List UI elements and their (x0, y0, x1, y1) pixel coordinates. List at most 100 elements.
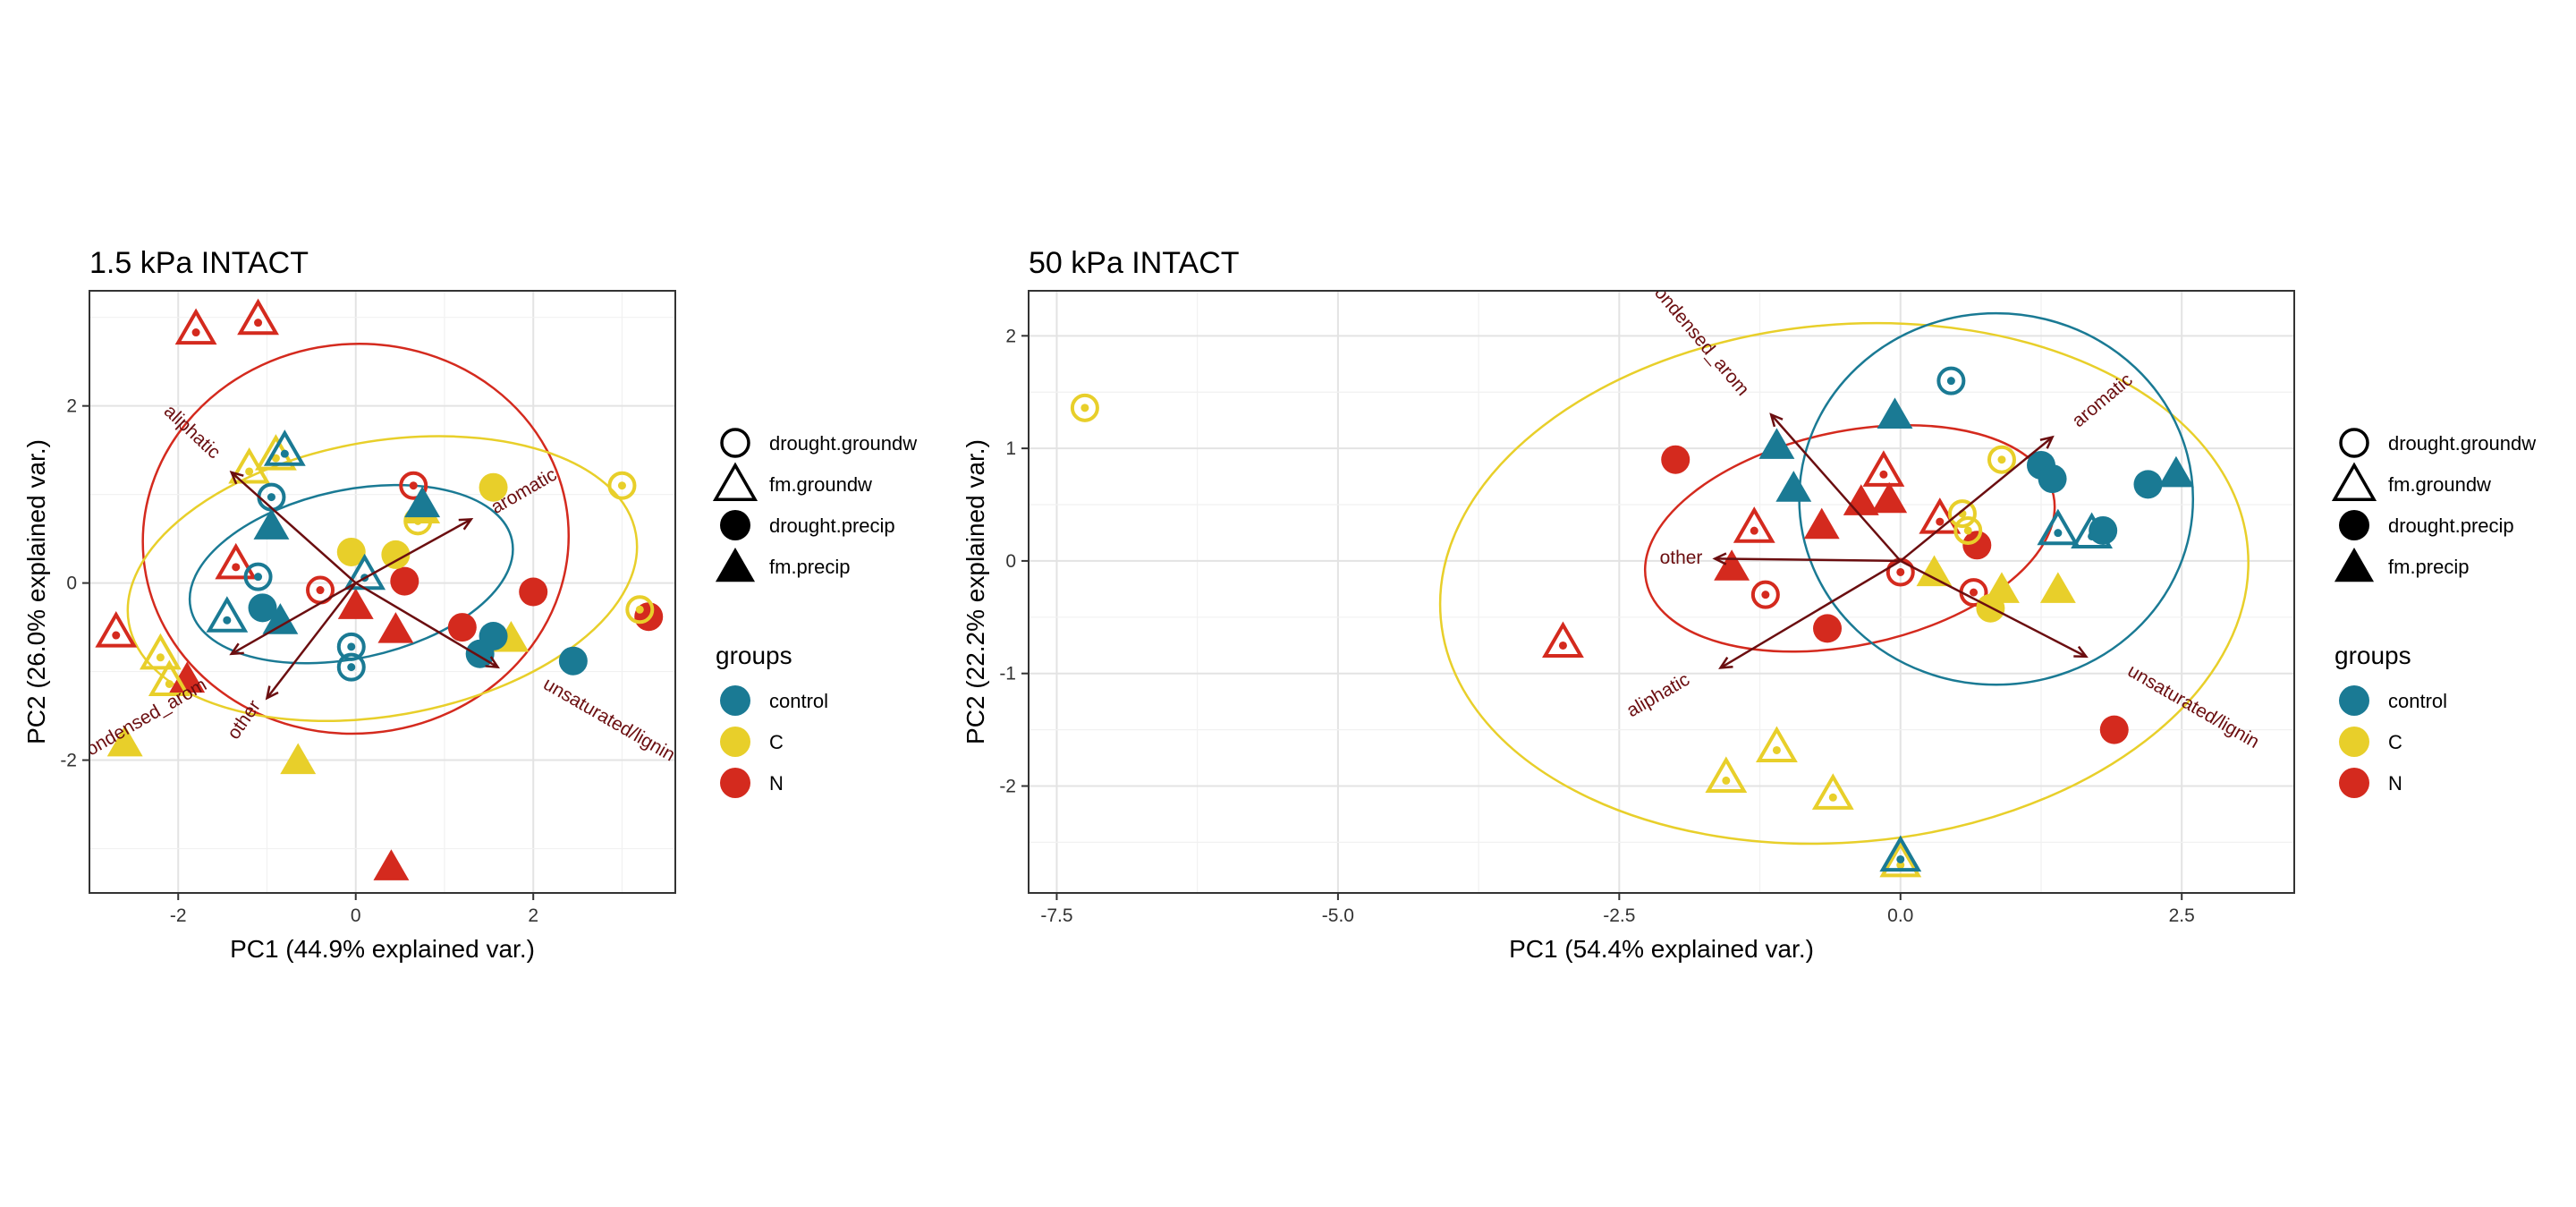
loading-label: other (1660, 548, 1703, 568)
data-point (2037, 508, 2080, 546)
marker-center-dot (191, 328, 200, 337)
data-point (106, 725, 143, 757)
data-point (390, 566, 419, 596)
data-point (1987, 445, 2016, 474)
loading-arrow (1712, 552, 1901, 565)
arrow-head (265, 685, 279, 701)
arrow-shaft (1899, 436, 2054, 562)
data-point (280, 743, 317, 775)
legend-shape-key (2339, 428, 2369, 458)
data-point (1542, 621, 1584, 659)
data-point (377, 612, 414, 643)
data-point (2157, 455, 2194, 488)
data-point (228, 446, 271, 484)
data-point (1803, 507, 1840, 540)
legend-shape-label: fm.precip (769, 556, 850, 578)
arrow-shaft (355, 518, 472, 584)
legend-shape-key (720, 428, 750, 458)
legend-group-key (720, 727, 750, 757)
data-point (1705, 756, 1748, 794)
data-point (336, 537, 366, 566)
marker-center-dot (635, 605, 644, 614)
legend-group-label: C (769, 731, 784, 753)
data-point (1750, 580, 1780, 609)
data-point (174, 308, 217, 345)
data-point (95, 611, 138, 648)
marker-outline (206, 596, 249, 633)
legend-shape-key (720, 510, 750, 540)
marker-center-dot (1997, 455, 2006, 464)
arrow-head (229, 642, 244, 656)
x-axis-title: PC1 (54.4% explained var.) (1509, 935, 1814, 963)
data-point (479, 621, 508, 650)
legend-shape-key (2339, 510, 2369, 540)
marker-center-dot (267, 493, 275, 502)
marker-ring (1953, 515, 1983, 545)
data-point (262, 603, 299, 634)
marker-outline (1733, 506, 1775, 543)
panel-border (89, 290, 676, 894)
x-axis: -2 0 2 (170, 893, 538, 926)
marker-ring (399, 471, 428, 500)
marker-center-dot (2088, 531, 2097, 540)
legend-shape-label: drought.groundw (2388, 432, 2536, 455)
marker-ring (1070, 393, 1099, 422)
grid-lines (1029, 291, 2294, 893)
loading-arrow (355, 582, 500, 669)
y-tick-label: 1 (1005, 438, 1016, 459)
data-point (447, 613, 477, 642)
x-tick-label: 0.0 (1887, 905, 1913, 926)
marker-center-dot (1946, 377, 1955, 386)
data-point (373, 849, 410, 880)
group-ellipse-control (188, 483, 514, 665)
marker-center-dot (409, 481, 418, 490)
group-ellipse-N (141, 342, 571, 735)
marker-center-dot (271, 454, 280, 463)
arrow-head (1712, 552, 1727, 565)
x-tick-label: 2 (528, 905, 538, 926)
marker-outline (215, 542, 258, 580)
x-tick-label: -2 (170, 905, 187, 926)
x-axis: -7.5 -5.0 -2.5 0.0 2.5 (1040, 893, 2195, 926)
marker-center-dot (112, 631, 121, 640)
marker-outline (2037, 508, 2080, 546)
panel-border (1028, 290, 2295, 894)
legend: drought.groundw fm.groundw drought.precip f… (2331, 428, 2536, 798)
marker-outline (1879, 840, 1922, 878)
marker-center-dot (1896, 567, 1905, 576)
chart-panel-1: aliphaticaromaticunsaturated/ligninconde… (22, 246, 917, 963)
data-point (479, 472, 508, 502)
marker-center-dot (223, 616, 232, 625)
data-point (2039, 572, 2076, 603)
data-point (399, 471, 428, 500)
marker-outline (1862, 450, 1905, 487)
y-tick-label: 0 (1005, 551, 1016, 572)
data-point (248, 593, 277, 623)
marker-ring (336, 632, 366, 661)
legend-group-label: N (2388, 772, 2402, 795)
y-axis-title: PC2 (22.2% explained var.) (962, 439, 989, 744)
marker-center-dot (245, 467, 254, 476)
x-tick-label: -7.5 (1040, 905, 1072, 926)
chart-title: 1.5 kPa INTACT (89, 246, 309, 280)
y-axis: -2 0 2 (60, 396, 89, 771)
marker-center-dot (1879, 470, 1888, 479)
legend-shape-label: fm.groundw (2388, 473, 2491, 496)
arrow-shaft (1715, 557, 1901, 563)
data-point (1871, 481, 1908, 514)
data-point (253, 508, 290, 540)
data-point (2099, 715, 2129, 744)
data-point (1733, 506, 1775, 543)
data-point (169, 661, 206, 693)
marker-ring (1987, 445, 2016, 474)
data-point (1877, 397, 1913, 429)
arrow-head (1769, 412, 1784, 428)
data-point (1879, 840, 1922, 878)
marker-outline (1756, 726, 1798, 763)
data-point (558, 646, 588, 676)
arrow-shaft (1900, 559, 2087, 658)
arrow-shaft (231, 582, 357, 655)
legend-group-label: control (2388, 690, 2447, 712)
legend-shape-label: fm.groundw (769, 473, 872, 496)
